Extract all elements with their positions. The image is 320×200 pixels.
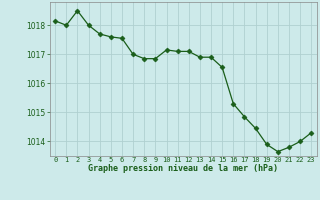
X-axis label: Graphe pression niveau de la mer (hPa): Graphe pression niveau de la mer (hPa) bbox=[88, 164, 278, 173]
